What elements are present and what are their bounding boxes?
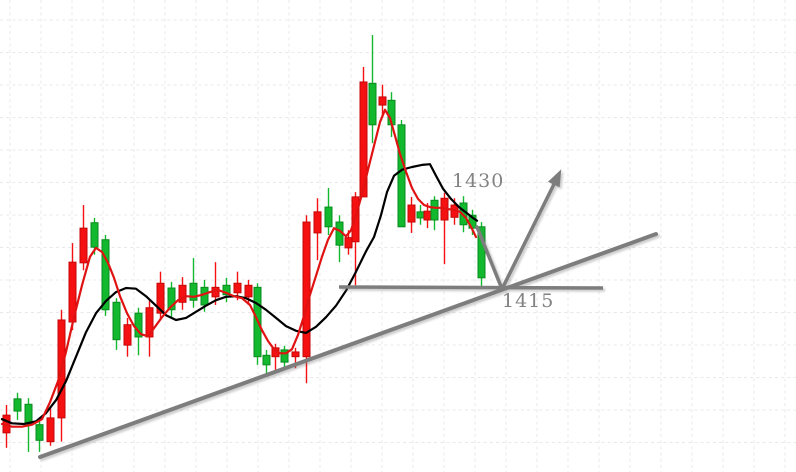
- candle-body: [378, 96, 387, 106]
- candle-down: [167, 281, 176, 318]
- candle-body: [291, 351, 300, 358]
- candle-down: [280, 345, 289, 370]
- candle-body: [262, 354, 271, 366]
- candle-body: [313, 211, 322, 234]
- candle-up: [156, 271, 165, 320]
- candle-body: [24, 403, 33, 425]
- candle-down: [35, 419, 44, 452]
- candle-up: [123, 317, 132, 357]
- drawn-objects: [38, 169, 658, 459]
- candle-body: [46, 417, 55, 443]
- candle-body: [222, 284, 231, 296]
- arrowhead-icon: [548, 169, 562, 188]
- candle-body: [368, 82, 377, 126]
- candle-body: [344, 237, 353, 249]
- candle-body: [101, 239, 110, 311]
- candle-up: [178, 277, 187, 310]
- candle-body: [79, 227, 88, 264]
- candle-body: [302, 221, 311, 358]
- candle-down: [262, 349, 271, 378]
- candle-body: [178, 284, 187, 303]
- candle-body: [156, 282, 165, 314]
- candle-body: [189, 282, 198, 301]
- candle-down: [112, 298, 121, 350]
- candle-down: [368, 35, 377, 144]
- candle-body: [233, 282, 242, 294]
- candle-body: [477, 226, 486, 279]
- candle-up: [407, 196, 416, 233]
- candle-up: [359, 67, 368, 198]
- candle-body: [13, 398, 22, 412]
- candle-down: [335, 215, 344, 263]
- candle-up: [46, 407, 55, 446]
- ma-slow-black-line: [0, 163, 479, 426]
- candle-down: [222, 277, 231, 303]
- candle-body: [416, 211, 425, 219]
- candle-body: [112, 301, 121, 341]
- candle-up: [244, 279, 253, 305]
- candle-body: [134, 312, 143, 338]
- candle-body: [244, 284, 253, 298]
- candle-up: [302, 215, 311, 384]
- candle-body: [200, 286, 209, 306]
- candle-body: [324, 206, 333, 228]
- candle-down: [324, 188, 333, 235]
- candle-down: [416, 205, 425, 225]
- candle-down: [430, 196, 439, 231]
- candle-body: [407, 204, 416, 223]
- candle-body: [397, 124, 406, 228]
- candle-up: [378, 84, 387, 118]
- candle-down: [13, 392, 22, 420]
- candle-up: [440, 192, 449, 265]
- candle-up: [145, 300, 154, 357]
- candle-body: [123, 324, 132, 346]
- price-label-1415: 1415: [502, 290, 555, 312]
- support-level-line[interactable]: [338, 285, 604, 290]
- projection-arrow-shaft[interactable]: [475, 181, 557, 291]
- price-label-1430: 1430: [452, 170, 505, 192]
- candle-body: [430, 199, 439, 221]
- candle-body: [280, 349, 289, 363]
- candle-down: [397, 120, 406, 228]
- candle-body: [167, 287, 176, 311]
- candle-down: [189, 258, 198, 308]
- candle-up: [313, 198, 322, 261]
- ascending-trendline[interactable]: [38, 232, 658, 459]
- candle-up: [79, 205, 88, 271]
- candle-down: [477, 222, 486, 286]
- ma-fast-red-line: [0, 108, 478, 428]
- candle-body: [423, 210, 432, 221]
- candle-body: [90, 222, 99, 248]
- candle-body: [359, 81, 368, 198]
- candle-body: [145, 307, 154, 338]
- candle-body: [35, 424, 44, 441]
